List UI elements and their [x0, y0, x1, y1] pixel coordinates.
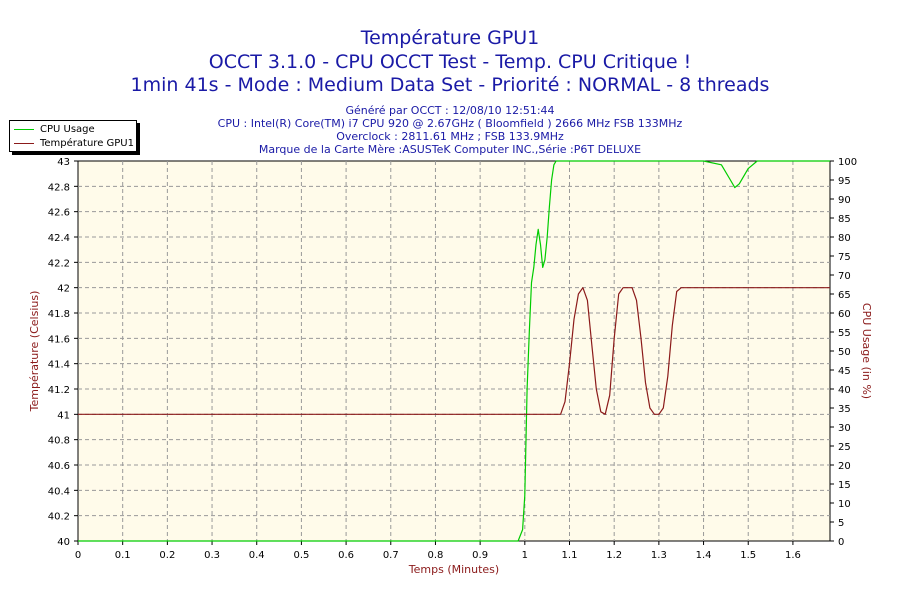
y-axis-ticks: 40 40.2 40.4 40.6 40.8 41 41.2 41.4 41.6 41.8 42 42… — [48, 157, 78, 548]
y2-tick-label: 25 — [838, 442, 851, 453]
y2-tick-label: 95 — [838, 176, 851, 187]
y2-tick-label: 30 — [838, 423, 851, 434]
y2-axis-label: CPU Usage (in %) — [860, 303, 873, 399]
x-axis-label: Temps (Minutes) — [408, 563, 499, 576]
x-tick-label: 1.5 — [740, 550, 756, 561]
y2-tick-label: 90 — [838, 195, 851, 206]
y2-tick-label: 85 — [838, 214, 851, 225]
x-tick-label: 0.9 — [472, 550, 488, 561]
y2-tick-label: 100 — [838, 157, 857, 168]
y2-tick-label: 10 — [838, 499, 851, 510]
x-tick-label: 0.8 — [428, 550, 444, 561]
x-tick-label: 0.1 — [115, 550, 131, 561]
y2-tick-label: 60 — [838, 309, 851, 320]
legend-label-cpu-usage: CPU Usage — [40, 123, 95, 135]
x-tick-label: 0.2 — [159, 550, 175, 561]
generated-info: Généré par OCCT : 12/08/10 12:51:44 — [345, 104, 555, 117]
x-tick-label: 0.5 — [293, 550, 309, 561]
y-tick-label: 41.6 — [48, 334, 70, 345]
overclock-info: Overclock : 2811.61 MHz ; FSB 133.9MHz — [336, 130, 564, 143]
y-tick-label: 42.8 — [48, 182, 70, 193]
chart-subtitle-mode: 1min 41s - Mode : Medium Data Set - Prio… — [130, 74, 770, 96]
y-tick-label: 40 — [57, 537, 70, 548]
y2-tick-label: 65 — [838, 290, 851, 301]
y2-axis-ticks: 0 5 10 15 20 25 30 35 40 45 50 55 60 65 70 75 80 85 90 95 10… — [830, 157, 857, 548]
x-tick-label: 1.6 — [785, 550, 801, 561]
y2-tick-label: 45 — [838, 366, 851, 377]
legend-item-gpu-temp: Température GPU1 — [14, 137, 134, 149]
y-tick-label: 41.8 — [48, 309, 70, 320]
plot-area — [77, 160, 831, 542]
y2-tick-label: 55 — [838, 328, 851, 339]
y2-tick-label: 50 — [838, 347, 851, 358]
x-tick-label: 1.1 — [562, 550, 578, 561]
y-tick-label: 40.2 — [48, 512, 70, 523]
cpu-usage-line — [78, 160, 830, 542]
chart-title: Température GPU1 — [360, 27, 540, 49]
y-tick-label: 40.8 — [48, 436, 70, 447]
y2-tick-label: 70 — [838, 271, 851, 282]
grid-lines — [78, 161, 830, 541]
legend-swatch-gpu-temp — [14, 142, 34, 144]
x-tick-label: 0.4 — [249, 550, 265, 561]
y2-tick-label: 40 — [838, 385, 851, 396]
x-tick-label: 1.2 — [606, 550, 622, 561]
y-tick-label: 40.6 — [48, 461, 70, 472]
y-tick-label: 42.4 — [48, 233, 70, 244]
y-tick-label: 42.2 — [48, 258, 70, 269]
y-tick-label: 40.4 — [48, 486, 70, 497]
y2-tick-label: 75 — [838, 252, 851, 263]
y2-tick-label: 15 — [838, 480, 851, 491]
x-tick-label: 1.4 — [696, 550, 712, 561]
chart-legend: CPU Usage Température GPU1 — [9, 120, 137, 152]
cpu-info: CPU : Intel(R) Core(TM) i7 CPU 920 @ 2.6… — [217, 117, 683, 130]
y-tick-label: 41.4 — [48, 360, 70, 371]
y-tick-label: 41.2 — [48, 385, 70, 396]
y-tick-label: 42 — [57, 284, 70, 295]
chart-subtitle-test: OCCT 3.1.0 - CPU OCCT Test - Temp. CPU C… — [208, 51, 692, 73]
y-tick-label: 41 — [57, 410, 70, 421]
x-axis-ticks: 0 0.1 0.2 0.3 0.4 0.5 0.6 0.7 0.8 0.9 1 1.1 1.2 1.3 1.… — [75, 541, 801, 561]
y2-tick-label: 35 — [838, 404, 851, 415]
gpu-temperature-line — [78, 287, 830, 415]
motherboard-info: Marque de la Carte Mère :ASUSTeK Compute… — [258, 143, 642, 156]
x-tick-label: 0.3 — [204, 550, 220, 561]
x-tick-label: 0 — [75, 550, 81, 561]
series-lines — [78, 160, 830, 542]
x-tick-label: 0.6 — [338, 550, 354, 561]
legend-label-gpu-temp: Température GPU1 — [40, 137, 134, 149]
legend-swatch-cpu-usage — [14, 128, 34, 130]
y2-tick-label: 20 — [838, 461, 851, 472]
y2-tick-label: 5 — [838, 518, 844, 529]
y2-tick-label: 0 — [838, 537, 844, 548]
y-tick-label: 42.6 — [48, 208, 70, 219]
x-tick-label: 1 — [522, 550, 528, 561]
x-tick-label: 0.7 — [383, 550, 399, 561]
y-tick-label: 43 — [57, 157, 70, 168]
y2-tick-label: 80 — [838, 233, 851, 244]
x-tick-label: 1.3 — [651, 550, 667, 561]
y-axis-label: Température (Celsius) — [28, 291, 41, 413]
legend-item-cpu-usage: CPU Usage — [14, 123, 95, 135]
